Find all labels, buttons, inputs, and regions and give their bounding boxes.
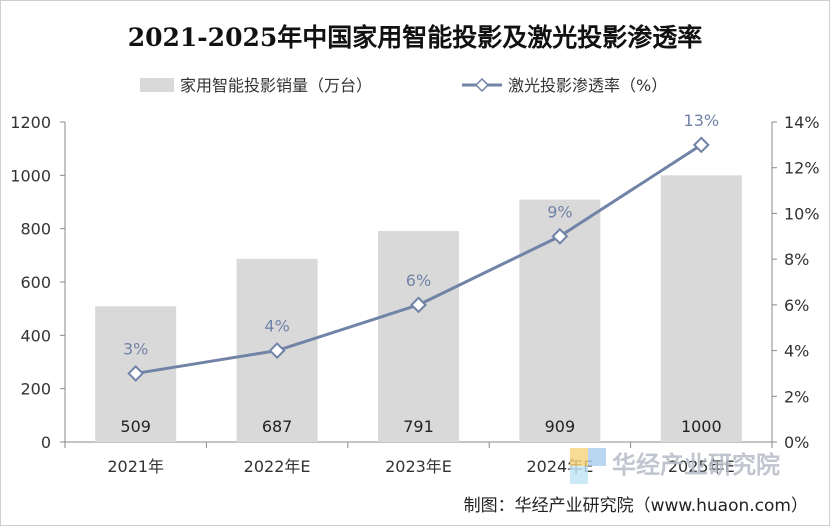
line-value-label: 4% [264,317,289,336]
line-series [127,136,710,382]
watermark-logo-square [588,448,606,466]
y-left-tick-label: 1200 [10,113,51,132]
y-right-tick-label: 2% [784,387,809,406]
y-right-tick-label: 12% [784,159,820,178]
y-left-tick-label: 1000 [10,166,51,185]
y-left-tick-label: 600 [20,273,51,292]
y-left-tick-label: 200 [20,380,51,399]
legend-diamond-marker [474,77,490,93]
y-right-tick-label: 14% [784,113,820,132]
bar-value-label: 509 [120,417,151,436]
x-tick-label: 2025年E [668,457,735,476]
y-right-tick-label: 10% [784,204,820,223]
bar-value-label: 909 [545,417,576,436]
legend-bar-label: 家用智能投影销量（万台） [180,76,372,95]
y-right-tick-label: 4% [784,342,809,361]
y-right-tick-label: 8% [784,250,809,269]
line-point-marker [551,227,569,245]
y-left-tick-label: 800 [20,220,51,239]
bar [378,231,459,442]
x-tick-label: 2022年E [244,457,311,476]
line-value-label: 3% [123,339,148,358]
bar [660,175,742,443]
watermark-text: 华经产业研究院 [612,451,780,479]
line-point-marker [692,136,710,154]
x-tick-label: 2023年E [385,457,452,476]
x-tick-label: 2021年 [107,457,164,476]
line-value-label: 9% [547,202,572,221]
legend-bar-swatch [140,78,174,92]
line-point-marker [127,365,145,382]
chart-axes: 0 200 400 600 800 1000 1200 0% 2% 4% 6% 8% 10% 12% 14%… [10,113,819,476]
bar-value-label: 791 [403,417,434,436]
y-left-tick-label: 400 [20,326,51,345]
watermark-logo-square [570,448,588,466]
y-right-tick-label: 6% [784,296,809,315]
line-value-label: 6% [406,271,431,290]
y-right-tick-label: 0% [784,433,809,452]
legend-line-label: 激光投影渗透率（%） [508,76,667,95]
line-point-marker [268,342,286,359]
bar-value-label: 1000 [681,417,722,436]
bar-value-label: 687 [262,417,293,436]
bar-value-labels: 509 687 791 909 1000 [120,417,721,436]
watermark: 华经产业研究院 [570,448,780,484]
y-left-tick-label: 0 [41,433,51,452]
chart-legend: 家用智能投影销量（万台） 激光投影渗透率（%） [140,76,667,95]
line-value-label: 13% [684,111,720,130]
watermark-logo-square [570,466,588,484]
line-point-marker [410,296,427,314]
chart-title: 2021-2025年中国家用智能投影及激光投影渗透率 [127,23,703,52]
line-value-labels: 3% 4% 6% 9% 13% [123,111,719,359]
source-note: 制图：华经产业研究院（www.huaon.com） [463,496,808,516]
